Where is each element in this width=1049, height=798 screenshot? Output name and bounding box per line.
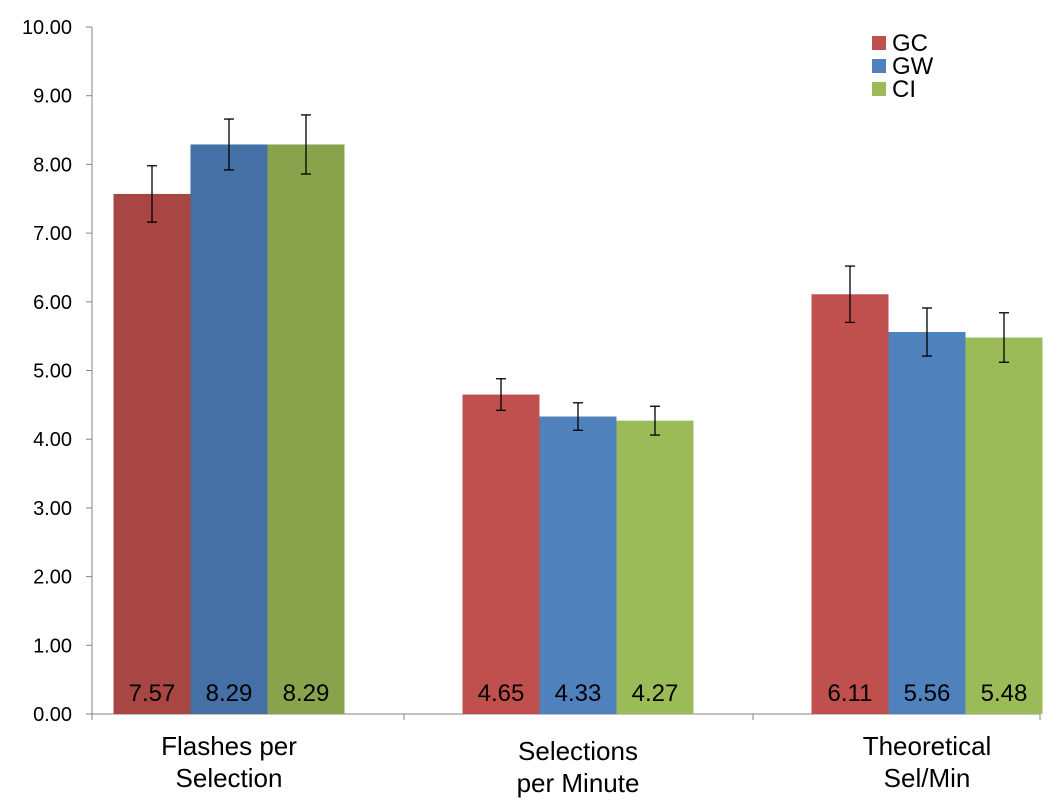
- data-label: 8.29: [283, 680, 330, 707]
- legend-swatch: [872, 36, 886, 50]
- bar: [113, 193, 191, 715]
- legend-label: GC: [892, 30, 928, 57]
- data-label: 4.33: [555, 680, 602, 707]
- x-category-label: Theoretical: [863, 731, 992, 761]
- data-label: 5.48: [981, 680, 1028, 707]
- legend-swatch: [872, 59, 886, 73]
- axes: 0.00 1.00 2.00 3.00 4.00 5.00 6.00 7.00 8.00 9.00…: [22, 17, 1041, 798]
- data-label: 8.29: [206, 680, 253, 707]
- data-label: 4.27: [632, 680, 679, 707]
- x-category-label: Selection: [176, 763, 283, 793]
- y-tick-label: 5.00: [33, 361, 72, 383]
- y-tick-label: 10.00: [22, 17, 72, 39]
- y-tick-label: 3.00: [33, 498, 72, 520]
- data-label: 4.65: [478, 680, 525, 707]
- y-tick-label: 4.00: [33, 429, 72, 451]
- data-label: 7.57: [129, 680, 176, 707]
- legend-label: GW: [892, 53, 934, 80]
- legend-label: CI: [892, 76, 916, 103]
- bar: [616, 420, 694, 714]
- y-tick-label: 7.00: [33, 223, 72, 245]
- y-tick-label: 1.00: [33, 635, 72, 657]
- x-category-label: Sel/Min: [884, 763, 971, 793]
- y-tick-label: 8.00: [33, 154, 72, 176]
- y-tick-label: 0.00: [33, 704, 72, 726]
- bar: [190, 144, 268, 715]
- bar: [539, 416, 617, 714]
- bar: [811, 294, 889, 714]
- legend-swatch: [872, 82, 886, 96]
- bar: [462, 394, 540, 714]
- y-tick-label: 2.00: [33, 567, 72, 589]
- bars: 7.57 4.65 6.11 8.29 4.33 5.56 8.29 4.27 5.48: [113, 114, 1043, 715]
- x-category-label: Flashes per: [161, 731, 297, 761]
- y-tick-label: 9.00: [33, 86, 72, 108]
- data-label: 5.56: [904, 680, 951, 707]
- bar: [267, 144, 345, 715]
- x-category-label: per Minute: [517, 768, 640, 798]
- bar: [965, 337, 1043, 714]
- data-label: 6.11: [828, 680, 873, 707]
- x-category-label: Selections: [518, 736, 638, 766]
- y-tick-label: 6.00: [33, 292, 72, 314]
- bar: [888, 332, 966, 714]
